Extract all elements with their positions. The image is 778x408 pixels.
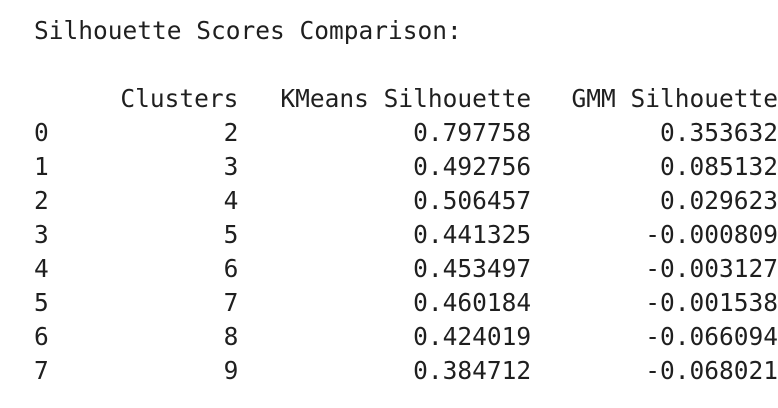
blank-line <box>34 48 778 82</box>
table-row: 1 3 0.492756 0.085132 <box>34 150 778 184</box>
kmeans-silhouette-value: 0.441325 <box>413 220 532 249</box>
gmm-silhouette-value: -0.000809 <box>645 220 778 249</box>
row-index: 6 <box>34 322 49 351</box>
kmeans-silhouette-value: 0.506457 <box>413 186 532 215</box>
table-header-row: Clusters KMeans Silhouette GMM Silhouett… <box>34 82 778 116</box>
table-row: 2 4 0.506457 0.029623 <box>34 184 778 218</box>
kmeans-silhouette-value: 0.384712 <box>413 356 532 385</box>
column-header-gmm-silhouette: GMM Silhouette <box>571 84 778 113</box>
clusters-value: 3 <box>223 152 239 181</box>
row-index: 4 <box>34 254 49 283</box>
row-index: 3 <box>34 220 49 249</box>
table-row: 7 9 0.384712 -0.068021 <box>34 354 778 388</box>
row-index: 5 <box>34 288 49 317</box>
table-row: 6 8 0.424019 -0.066094 <box>34 320 778 354</box>
table-row: 4 6 0.453497 -0.003127 <box>34 252 778 286</box>
clusters-value: 6 <box>223 254 239 283</box>
clusters-value: 4 <box>223 186 239 215</box>
output-title: Silhouette Scores Comparison: <box>34 16 462 45</box>
dataframe-table: Clusters KMeans Silhouette GMM Silhouett… <box>34 82 778 388</box>
kmeans-silhouette-value: 0.424019 <box>413 322 532 351</box>
kmeans-silhouette-value: 0.453497 <box>413 254 532 283</box>
row-index: 0 <box>34 118 49 147</box>
cell-output: Silhouette Scores Comparison: Clusters K… <box>34 14 778 388</box>
clusters-value: 5 <box>223 220 239 249</box>
gmm-silhouette-value: -0.066094 <box>645 322 778 351</box>
gmm-silhouette-value: 0.085132 <box>659 152 778 181</box>
gmm-silhouette-value: 0.029623 <box>659 186 778 215</box>
gmm-silhouette-value: 0.353632 <box>659 118 778 147</box>
row-index: 2 <box>34 186 49 215</box>
gmm-silhouette-value: -0.003127 <box>645 254 778 283</box>
gmm-silhouette-value: -0.068021 <box>645 356 778 385</box>
clusters-value: 7 <box>223 288 239 317</box>
clusters-value: 2 <box>223 118 239 147</box>
table-row: 3 5 0.441325 -0.000809 <box>34 218 778 252</box>
row-index: 1 <box>34 152 49 181</box>
column-header-clusters: Clusters <box>120 84 239 113</box>
row-index: 7 <box>34 356 49 385</box>
clusters-value: 8 <box>223 322 239 351</box>
table-row: 0 2 0.797758 0.353632 <box>34 116 778 150</box>
table-row: 5 7 0.460184 -0.001538 <box>34 286 778 320</box>
gmm-silhouette-value: -0.001538 <box>645 288 778 317</box>
index-header <box>34 82 70 116</box>
kmeans-silhouette-value: 0.460184 <box>413 288 532 317</box>
column-header-kmeans-silhouette: KMeans Silhouette <box>280 84 532 113</box>
clusters-value: 9 <box>223 356 239 385</box>
kmeans-silhouette-value: 0.492756 <box>413 152 532 181</box>
kmeans-silhouette-value: 0.797758 <box>413 118 532 147</box>
